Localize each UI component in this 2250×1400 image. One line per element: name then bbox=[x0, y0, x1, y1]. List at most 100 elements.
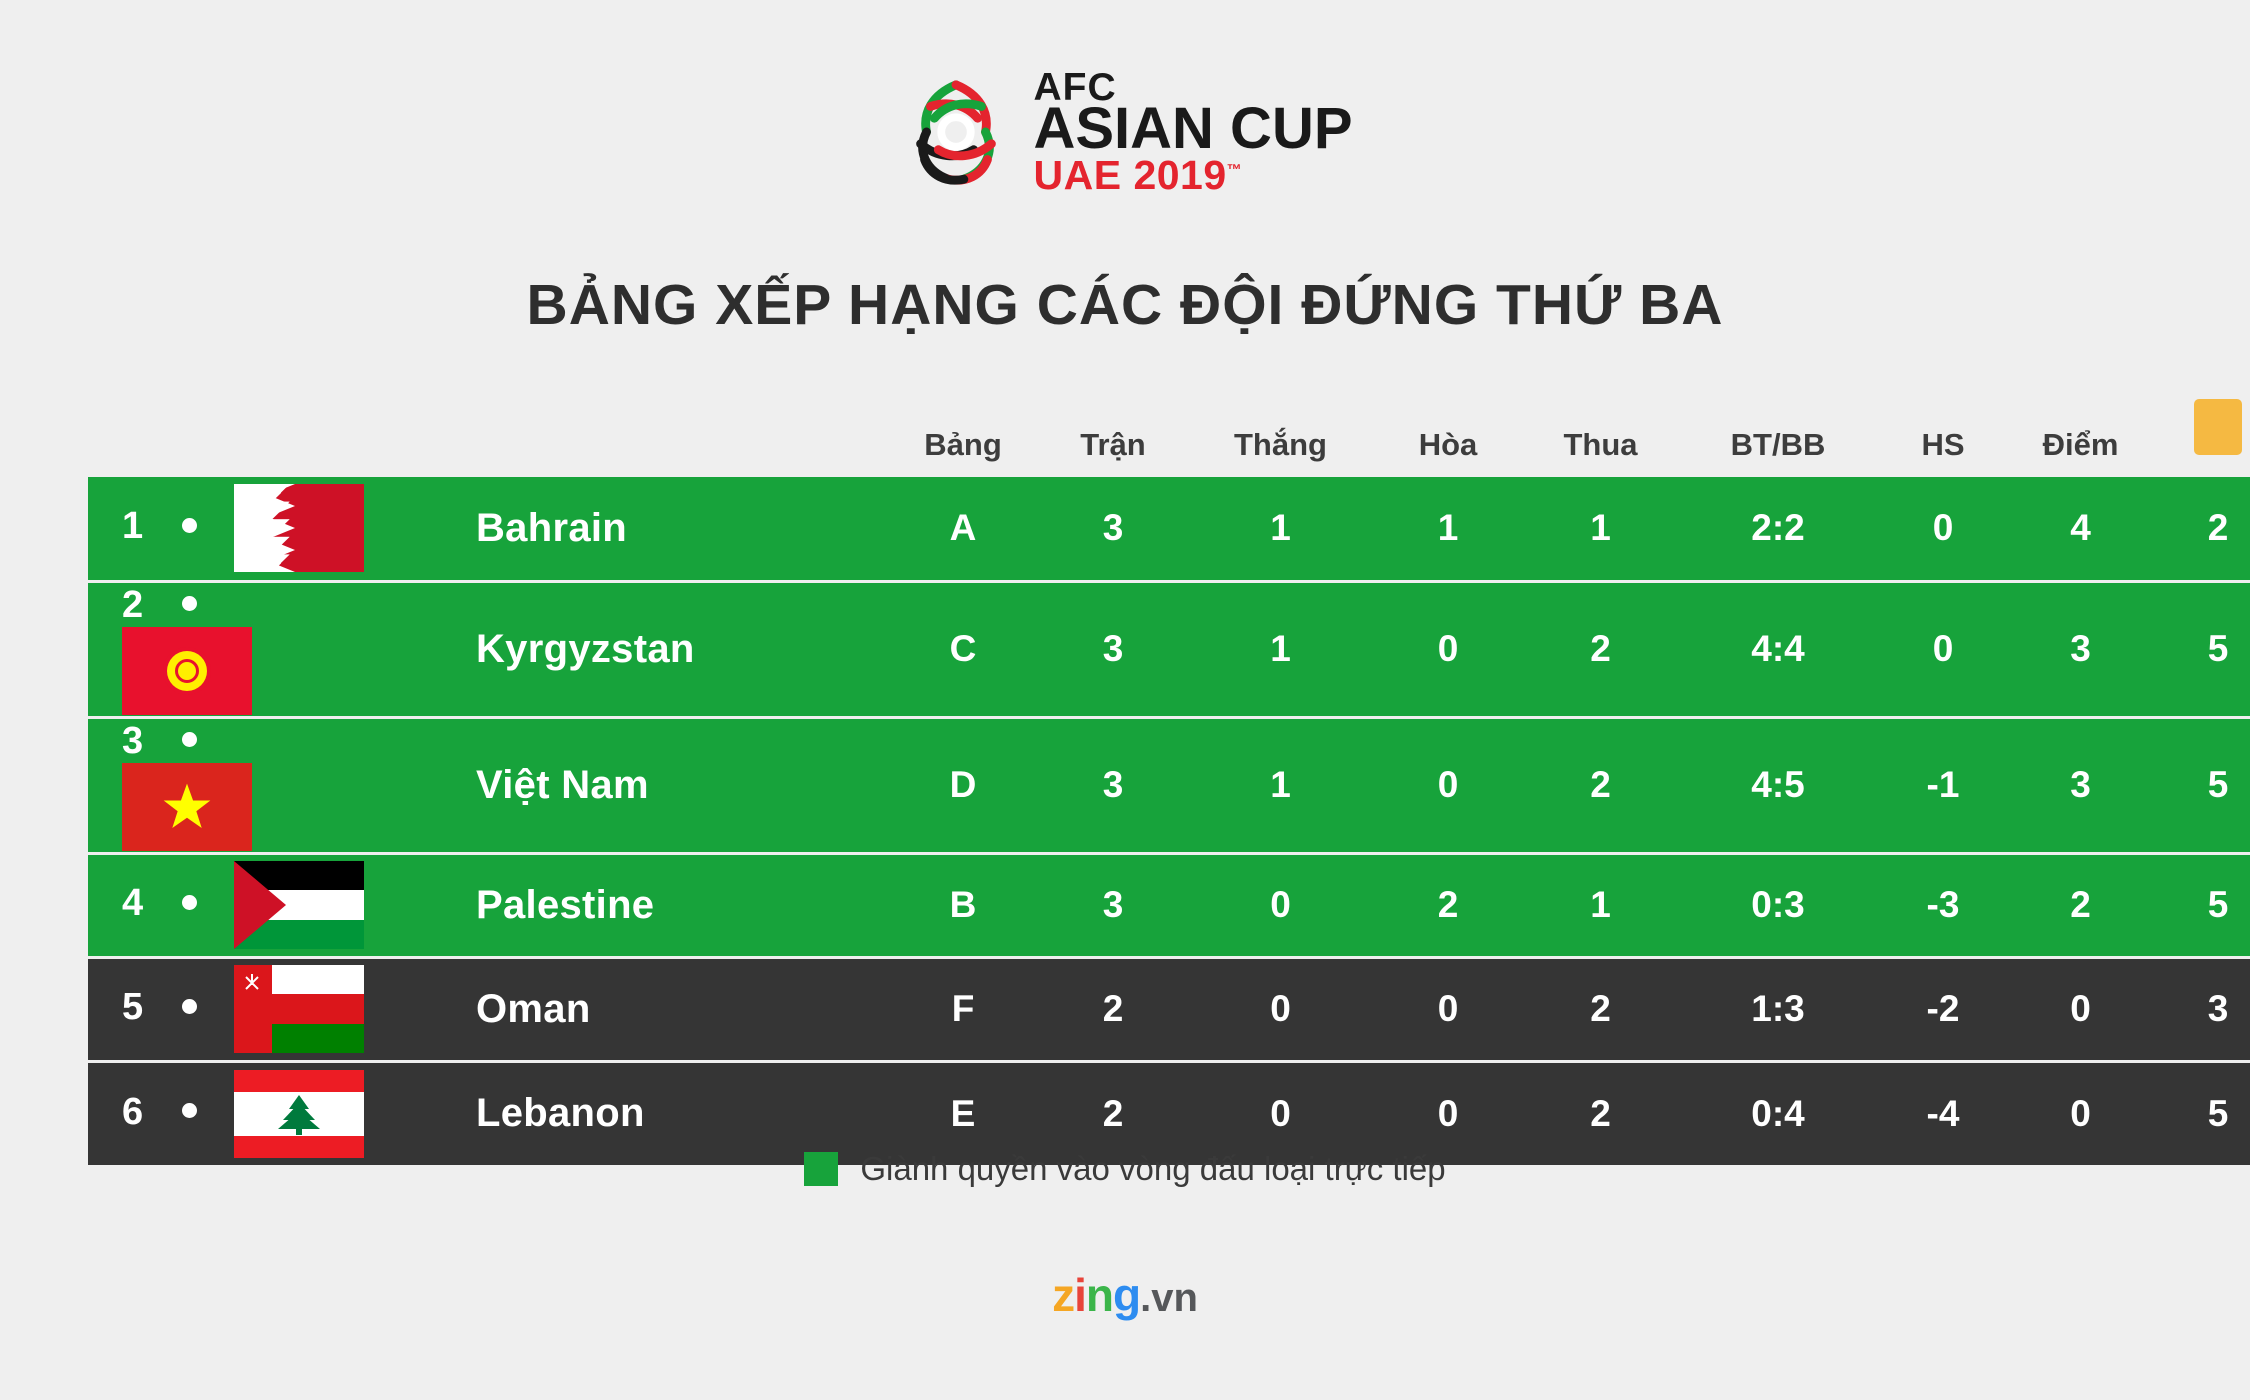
flag-vietnam-icon bbox=[122, 762, 252, 851]
header-loss: Thua bbox=[1563, 427, 1638, 462]
flag-kyrgyzstan-icon bbox=[122, 626, 252, 715]
header-goal-difference: HS bbox=[1921, 427, 1965, 462]
cell-loss: 2 bbox=[1523, 579, 1678, 717]
flag-oman-icon bbox=[233, 965, 364, 1053]
cell-goal-difference: -2 bbox=[1878, 955, 2008, 1061]
bullet-dot-icon bbox=[182, 732, 198, 748]
rank-number: 5 bbox=[122, 985, 144, 1028]
standings-table-wrapper: Bảng Trận Thắng Hòa Thua BT/BB HS Điểm 1 bbox=[88, 398, 2250, 1165]
team-name: Palestine bbox=[458, 851, 888, 957]
bullet-dot-icon bbox=[182, 517, 198, 533]
cell-goals: 1:3 bbox=[1678, 955, 1878, 1061]
header-team bbox=[458, 398, 888, 477]
afc-asian-cup-logo: AFC ASIAN CUP UAE 2019™ bbox=[0, 68, 2250, 199]
cell-goal-difference: -4 bbox=[1878, 1059, 2008, 1165]
cell-draw: 0 bbox=[1373, 955, 1523, 1061]
cell-win: 0 bbox=[1188, 955, 1373, 1061]
cell-win: 0 bbox=[1188, 851, 1373, 957]
bullet-dot-icon bbox=[182, 596, 198, 612]
logo-line-asian-cup: ASIAN CUP bbox=[1033, 95, 1353, 161]
cell-points: 4 bbox=[2008, 477, 2153, 581]
bullet-dot-icon bbox=[182, 998, 198, 1014]
cell-goal-difference: -3 bbox=[1878, 851, 2008, 957]
flag-band-red bbox=[271, 994, 364, 1024]
legend: Giành quyền vào vòng đấu loại trực tiếp bbox=[0, 1150, 2250, 1188]
cell-group: A bbox=[888, 477, 1038, 581]
cell-loss: 2 bbox=[1523, 1059, 1678, 1165]
flag-triangle-red bbox=[233, 861, 286, 949]
bullet-dot-icon bbox=[182, 894, 198, 910]
cell-points: 0 bbox=[2008, 1059, 2153, 1165]
rank-number: 6 bbox=[122, 1090, 144, 1133]
cell-draw: 0 bbox=[1373, 1059, 1523, 1165]
cell-group: C bbox=[888, 579, 1038, 717]
legend-label-qualified: Giành quyền vào vòng đấu loại trực tiếp bbox=[860, 1150, 1446, 1187]
cell-loss: 1 bbox=[1523, 477, 1678, 581]
header-group: Bảng bbox=[924, 427, 1002, 462]
table-row[interactable]: 4 Palestine B 3 0 2 1 0:3 -3 2 5 1 bbox=[88, 851, 2250, 957]
flag-bahrain-icon bbox=[233, 484, 364, 573]
logo-line-uae-2019: UAE 2019™ bbox=[1033, 152, 1243, 199]
cell-group: E bbox=[888, 1059, 1038, 1165]
cell-goals: 0:4 bbox=[1678, 1059, 1878, 1165]
table-row[interactable]: 6 Lebanon E 2 0 0 2 0:4 bbox=[88, 1059, 2250, 1165]
cell-group: D bbox=[888, 715, 1038, 853]
row-rank-and-flag: 1 bbox=[88, 477, 458, 581]
cell-win: 1 bbox=[1188, 715, 1373, 853]
cell-goals: 4:4 bbox=[1678, 579, 1878, 717]
cell-draw: 0 bbox=[1373, 715, 1523, 853]
bullet-dot-icon bbox=[182, 1103, 198, 1119]
cell-yellow-cards: 5 bbox=[2153, 579, 2250, 717]
team-name: Kyrgyzstan bbox=[458, 579, 888, 717]
flag-band-red-bottom bbox=[233, 1135, 364, 1158]
cell-goals: 0:3 bbox=[1678, 851, 1878, 957]
cell-win: 1 bbox=[1188, 579, 1373, 717]
rank-number: 4 bbox=[122, 881, 144, 924]
header-draw: Hòa bbox=[1418, 427, 1478, 462]
cell-played: 3 bbox=[1038, 851, 1188, 957]
cell-group: B bbox=[888, 851, 1038, 957]
cell-points: 3 bbox=[2008, 579, 2153, 717]
header-goals: BT/BB bbox=[1730, 427, 1826, 462]
footer-branding: zing .vn bbox=[0, 1268, 2250, 1322]
team-name: Việt Nam bbox=[458, 715, 888, 853]
cell-yellow-cards: 2 bbox=[2153, 477, 2250, 581]
cell-yellow-cards: 5 bbox=[2153, 851, 2250, 957]
table-row[interactable]: 5 Oman F 2 0 0 2 1:3 -2 bbox=[88, 955, 2250, 1061]
cell-goal-difference: -1 bbox=[1878, 715, 2008, 853]
table-row[interactable]: 2 Kyrgyzstan C 3 1 0 2 4:4 0 3 5 0 bbox=[88, 579, 2250, 717]
cell-points: 3 bbox=[2008, 715, 2153, 853]
afc-knot-icon bbox=[897, 73, 1015, 191]
cell-loss: 2 bbox=[1523, 955, 1678, 1061]
cell-draw: 0 bbox=[1373, 579, 1523, 717]
zing-logo: zing bbox=[1052, 1269, 1141, 1321]
cell-goal-difference: 0 bbox=[1878, 477, 2008, 581]
cell-played: 3 bbox=[1038, 579, 1188, 717]
table-header-row: Bảng Trận Thắng Hòa Thua BT/BB HS Điểm bbox=[88, 398, 2250, 477]
rank-number: 1 bbox=[122, 505, 144, 548]
cell-draw: 2 bbox=[1373, 851, 1523, 957]
cell-yellow-cards: 5 bbox=[2153, 715, 2250, 853]
cell-played: 3 bbox=[1038, 477, 1188, 581]
header-rank bbox=[88, 398, 458, 477]
cell-played: 3 bbox=[1038, 715, 1188, 853]
cell-points: 2 bbox=[2008, 851, 2153, 957]
flag-band-red-top bbox=[233, 1069, 364, 1092]
yellow-card-icon bbox=[2194, 399, 2242, 455]
table-row[interactable]: 1 Bahrain A 3 1 1 1 2:2 0 4 2 0 bbox=[88, 477, 2250, 581]
cell-win: 0 bbox=[1188, 1059, 1373, 1165]
row-rank-and-flag: 6 bbox=[88, 1059, 458, 1165]
cell-goal-difference: 0 bbox=[1878, 579, 2008, 717]
cell-loss: 1 bbox=[1523, 851, 1678, 957]
cell-group: F bbox=[888, 955, 1038, 1061]
row-rank-and-flag: 3 bbox=[88, 715, 458, 853]
table-row[interactable]: 3 Việt Nam D 3 1 0 2 4:5 -1 3 5 0 bbox=[88, 715, 2250, 853]
rank-number: 3 bbox=[122, 719, 144, 762]
kyrgyz-sun-icon bbox=[167, 650, 207, 691]
team-name: Lebanon bbox=[458, 1059, 888, 1165]
cell-goals: 2:2 bbox=[1678, 477, 1878, 581]
cell-draw: 1 bbox=[1373, 477, 1523, 581]
legend-swatch-qualified bbox=[804, 1152, 839, 1186]
cell-played: 2 bbox=[1038, 1059, 1188, 1165]
flag-lebanon-icon bbox=[233, 1069, 364, 1158]
